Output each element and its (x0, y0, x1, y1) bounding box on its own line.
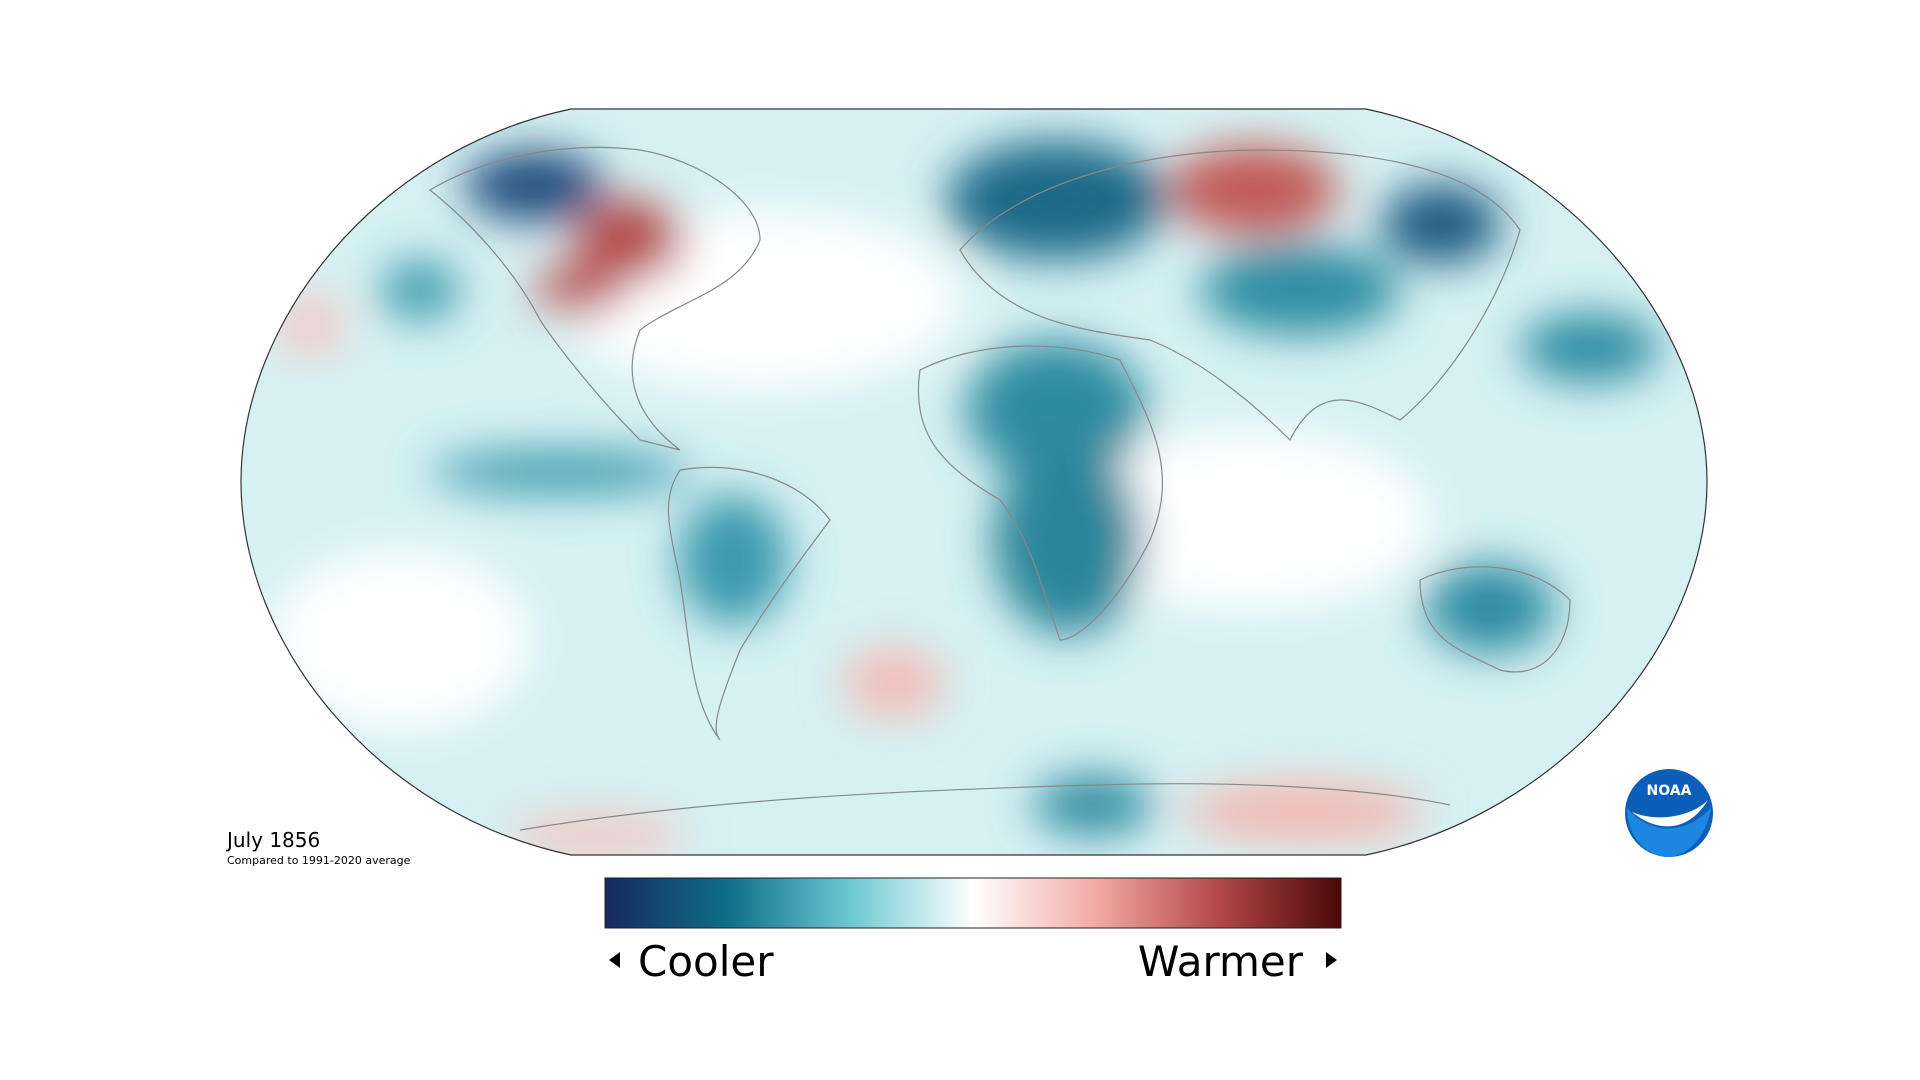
map-date: July 1856 (225, 828, 320, 852)
anomaly-blobs (270, 140, 1660, 855)
antarctica (519, 783, 1451, 831)
map-outline (240, 108, 1708, 856)
anomaly-field (241, 109, 1707, 855)
legend-high: Warmer (1138, 937, 1304, 986)
australia (1419, 566, 1571, 673)
arrow-right (1326, 952, 1337, 968)
south-america (667, 466, 831, 741)
north-america (428, 146, 761, 451)
logo-wave (1627, 808, 1711, 857)
warm-anomaly (275, 295, 345, 355)
cool-anomaly (1520, 313, 1660, 383)
warm-anomaly (844, 648, 944, 718)
neutral-area (270, 550, 530, 730)
cool-anomaly (993, 445, 1143, 635)
color-scale (604, 877, 1342, 929)
cool-anomaly (464, 151, 604, 221)
neutral-area (1070, 430, 1430, 610)
cool-anomaly (678, 495, 788, 625)
warm-anomaly (535, 265, 625, 315)
warm-anomaly (506, 815, 686, 855)
cool-anomaly (430, 450, 690, 494)
logo-text: NOAA (1647, 783, 1692, 799)
warm-anomaly (1184, 782, 1424, 842)
arrow-left (609, 952, 620, 968)
cool-anomaly (966, 340, 1146, 480)
cool-anomaly (1425, 563, 1555, 653)
cool-anomaly (1033, 775, 1153, 835)
africa (918, 345, 1163, 641)
coastlines (428, 146, 1571, 831)
noaa-logo: NOAA (1625, 769, 1713, 857)
map-subtitle: Compared to 1991-2020 average (227, 854, 411, 867)
cool-anomaly (946, 140, 1166, 260)
eurasia (959, 149, 1521, 442)
cool-anomaly (380, 260, 460, 320)
warm-anomaly (575, 200, 685, 280)
logo-bird (1632, 800, 1708, 827)
warm-anomaly (1169, 145, 1339, 235)
cool-anomaly (1200, 245, 1400, 335)
cool-anomaly (1381, 184, 1501, 264)
legend-low: Cooler (638, 937, 774, 986)
